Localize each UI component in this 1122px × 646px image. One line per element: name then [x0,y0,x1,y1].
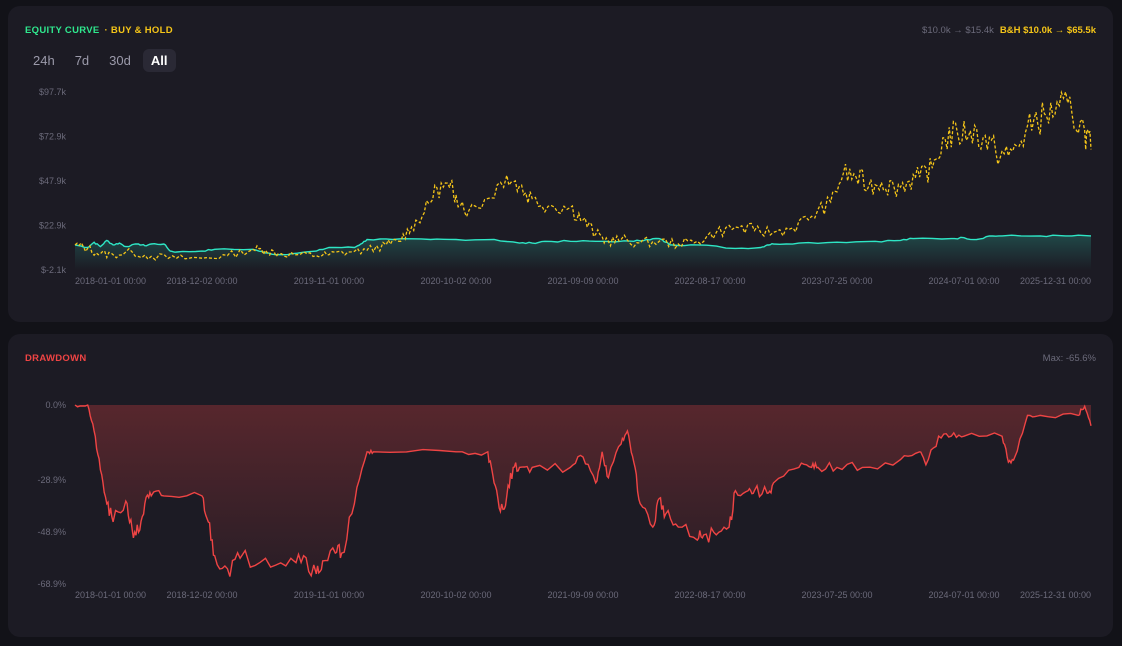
equity-x-tick-label: 2021-09-09 00:00 [547,276,618,286]
buy-hold-legend: · BUY & HOLD [104,25,173,36]
equity-y-tick-label: $72.9k [39,132,67,142]
drawdown-x-tick-label: 2023-07-25 00:00 [801,590,872,600]
timeframe-tabs: 24h 7d 30d All [25,49,176,72]
equity-summary-row: $10.0k → $15.4k B&H $10.0k → $65.5k [922,25,1096,36]
drawdown-y-tick-label: -48.9% [37,527,66,537]
equity-summary: $10.0k → $15.4k [922,25,994,36]
drawdown-x-tick-label: 2020-10-02 00:00 [420,590,491,600]
equity-y-tick-label: $47.9k [39,176,67,186]
equity-line [74,234,1092,256]
drawdown-x-tick-label: 2021-09-09 00:00 [547,590,618,600]
equity-x-tick-label: 2024-07-01 00:00 [928,276,999,286]
tab-all[interactable]: All [142,49,176,72]
drawdown-x-tick-label: 2018-12-02 00:00 [166,590,237,600]
equity-title-row: EQUITY CURVE · BUY & HOLD [25,25,173,36]
equity-y-tick-label: $22.9k [39,221,67,231]
equity-title: EQUITY CURVE [25,25,100,36]
drawdown-panel: 0.0% -28.9% -48.9% -68.9% 2018-01-01 00:00 20… [8,334,1113,637]
drawdown-x-tick-label: 2018-01-01 00:00 [75,590,146,600]
tab-7d[interactable]: 7d [74,53,90,68]
drawdown-y-tick-label: -68.9% [37,579,66,589]
drawdown-x-tick-label: 2022-08-17 00:00 [674,590,745,600]
equity-y-tick-label: $97.7k [39,87,67,97]
drawdown-y-tick-label: 0.0% [45,400,66,410]
buy-hold-line [74,89,1092,261]
equity-x-tick-label: 2020-10-02 00:00 [420,276,491,286]
drawdown-max: Max: -65.6% [1042,353,1096,364]
drawdown-line [74,404,1092,578]
drawdown-chart: 0.0% -28.9% -48.9% -68.9% 2018-01-01 00:00 20… [37,400,1092,600]
tab-24h[interactable]: 24h [33,53,55,68]
equity-area [75,235,1091,270]
drawdown-x-tick-label: 2024-07-01 00:00 [928,590,999,600]
drawdown-title: DRAWDOWN [25,353,87,364]
buy-hold-summary: B&H $10.0k → $65.5k [999,25,1096,36]
equity-chart: $97.7k $72.9k $47.9k $22.9k $-2.1k 2018-01-01… [39,87,1092,286]
equity-x-tick-label: 2018-01-01 00:00 [75,276,146,286]
equity-x-tick-label: 2019-11-01 00:00 [294,276,364,286]
drawdown-x-tick-label: 2019-11-01 00:00 [294,590,364,600]
equity-x-tick-label: 2022-08-17 00:00 [674,276,745,286]
equity-x-tick-label: 2023-07-25 00:00 [801,276,872,286]
equity-x-tick-label: 2018-12-02 00:00 [166,276,237,286]
equity-panel: $97.7k $72.9k $47.9k $22.9k $-2.1k 2018-01-01… [8,6,1113,322]
drawdown-x-tick-label: 2025-12-31 00:00 [1020,590,1091,600]
equity-x-tick-label: 2025-12-31 00:00 [1020,276,1091,286]
drawdown-y-tick-label: -28.9% [37,475,66,485]
equity-y-tick-label: $-2.1k [41,265,67,275]
tab-30d[interactable]: 30d [109,53,131,68]
drawdown-area [75,405,1091,577]
